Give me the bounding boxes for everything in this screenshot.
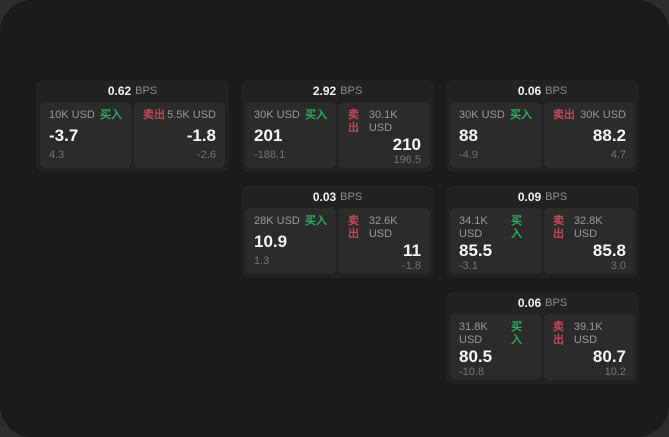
bps-header: 0.06 BPS	[450, 292, 635, 314]
buy-panel[interactable]: 30K USD 买入 201 -188.1	[245, 102, 336, 168]
buy-panel[interactable]: 34.1K USD 买入 85.5 -3.1	[450, 208, 541, 274]
buy-change: -10.8	[459, 366, 485, 378]
buy-panel[interactable]: 28K USD 买入 10.9 1.3	[245, 208, 336, 274]
buy-change: -4.9	[459, 149, 478, 161]
buy-panel[interactable]: 30K USD 买入 88 -4.9	[450, 102, 541, 168]
sell-price: 80.7	[592, 347, 626, 366]
quote-card: 0.03 BPS 28K USD 买入 10.9 1.3 卖出 32.6K US…	[241, 186, 434, 278]
sell-price: -1.8	[186, 126, 216, 145]
quote-card: 0.09 BPS 34.1K USD 买入 85.5 -3.1 卖出 32.8K…	[446, 186, 639, 278]
buy-price: -3.7	[49, 126, 79, 145]
sell-panel[interactable]: 卖出 5.5K USD -1.8 -2.6	[134, 102, 225, 168]
buy-price: 201	[254, 126, 283, 145]
sell-price: 210	[392, 135, 421, 154]
spread-bps-value: 2.92	[312, 84, 337, 98]
spread-bps-value: 0.06	[517, 84, 542, 98]
bps-unit-label: BPS	[545, 191, 568, 203]
buy-side-label: 买入	[305, 215, 327, 227]
buy-panel[interactable]: 10K USD 买入 -3.7 4.3	[40, 102, 131, 168]
bps-header: 0.62 BPS	[40, 80, 225, 102]
sell-price: 11	[403, 241, 421, 260]
sell-side-label: 卖出	[348, 109, 359, 134]
buy-notional: 34.1K USD	[459, 215, 488, 240]
bps-unit-label: BPS	[135, 85, 158, 97]
sell-panel[interactable]: 卖出 32.8K USD 85.8 3.0	[544, 208, 635, 274]
buy-side-label: 买入	[511, 215, 523, 240]
bps-unit-label: BPS	[340, 191, 363, 203]
sell-panel[interactable]: 卖出 39.1K USD 80.7 10.2	[544, 314, 635, 380]
buy-side-label: 买入	[100, 109, 122, 121]
sell-change: -2.6	[197, 149, 216, 161]
spread-bps-value: 0.03	[312, 190, 337, 204]
bps-unit-label: BPS	[340, 85, 363, 97]
quote-card: 2.92 BPS 30K USD 买入 201 -188.1 卖出 30.1K …	[241, 80, 434, 172]
sell-notional: 39.1K USD	[573, 321, 603, 346]
sell-side-label: 卖出	[553, 321, 564, 346]
bps-header: 0.03 BPS	[245, 186, 430, 208]
spread-bps-value: 0.06	[517, 296, 542, 310]
quote-card: 0.62 BPS 10K USD 买入 -3.7 4.3 卖出 5.5K USD…	[36, 80, 229, 172]
spread-bps-value: 0.09	[517, 190, 542, 204]
sell-panel[interactable]: 卖出 30K USD 88.2 4.7	[544, 102, 635, 168]
sell-change: 4.7	[610, 149, 626, 161]
buy-change: 1.3	[254, 255, 270, 267]
buy-notional: 30K USD	[254, 109, 300, 121]
sell-side-label: 卖出	[553, 215, 564, 240]
buy-notional: 30K USD	[459, 109, 505, 121]
buy-side-label: 买入	[511, 321, 523, 346]
sell-notional: 32.6K USD	[368, 215, 398, 240]
sell-side-label: 卖出	[348, 215, 359, 240]
sell-change: -1.8	[402, 260, 421, 272]
buy-notional: 10K USD	[49, 109, 95, 121]
buy-notional: 31.8K USD	[459, 321, 488, 346]
quote-card: 0.06 BPS 31.8K USD 买入 80.5 -10.8 卖出 39.1…	[446, 292, 639, 384]
sell-panel[interactable]: 卖出 30.1K USD 210 196.5	[339, 102, 430, 168]
bps-header: 0.06 BPS	[450, 80, 635, 102]
buy-change: -188.1	[254, 149, 286, 161]
sell-notional: 5.5K USD	[167, 109, 216, 121]
buy-side-label: 买入	[510, 109, 532, 121]
buy-price: 88	[459, 126, 478, 145]
buy-change: 4.3	[49, 149, 65, 161]
buy-panel[interactable]: 31.8K USD 买入 80.5 -10.8	[450, 314, 541, 380]
sell-price: 85.8	[592, 241, 626, 260]
buy-change: -3.1	[459, 260, 478, 272]
bps-unit-label: BPS	[545, 297, 568, 309]
buy-side-label: 买入	[305, 109, 327, 121]
sell-notional: 32.8K USD	[573, 215, 603, 240]
sell-side-label: 卖出	[553, 109, 575, 121]
sell-change: 10.2	[604, 366, 626, 378]
buy-price: 85.5	[459, 241, 493, 260]
buy-notional: 28K USD	[254, 215, 300, 227]
bps-header: 0.09 BPS	[450, 186, 635, 208]
sell-change: 196.5	[393, 154, 421, 166]
spread-bps-value: 0.62	[107, 84, 132, 98]
sell-notional: 30K USD	[580, 109, 626, 121]
sell-panel[interactable]: 卖出 32.6K USD 11 -1.8	[339, 208, 430, 274]
sell-change: 3.0	[610, 260, 626, 272]
buy-price: 80.5	[459, 347, 493, 366]
sell-notional: 30.1K USD	[368, 109, 398, 134]
bps-header: 2.92 BPS	[245, 80, 430, 102]
sell-side-label: 卖出	[143, 109, 165, 121]
buy-price: 10.9	[254, 232, 288, 251]
quote-card: 0.06 BPS 30K USD 买入 88 -4.9 卖出 30K USD 8…	[446, 80, 639, 172]
sell-price: 88.2	[592, 126, 626, 145]
bps-unit-label: BPS	[545, 85, 568, 97]
